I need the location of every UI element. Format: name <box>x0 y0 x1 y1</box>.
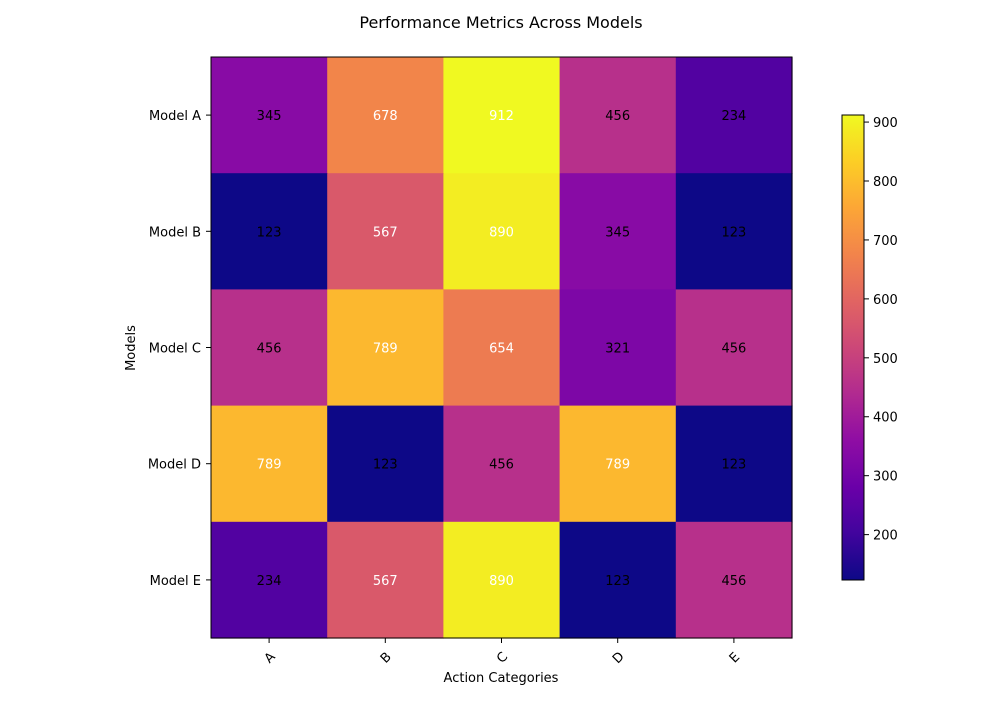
x-axis: A B C D E <box>262 638 743 667</box>
heatmap-cell <box>559 173 677 290</box>
cell-value-label: 912 <box>489 109 514 124</box>
heatmap-cell <box>327 521 444 639</box>
colorbar-tick-label: 500 <box>873 352 898 367</box>
colorbar-tick-label: 200 <box>873 529 898 544</box>
heatmap-cell <box>443 405 561 523</box>
y-axis-label: Models <box>124 325 139 371</box>
colorbar-tick-label: 700 <box>873 234 898 249</box>
heatmap-cell <box>443 521 561 639</box>
colorbar-tick-label: 600 <box>873 293 898 308</box>
heatmap-cell <box>675 57 793 174</box>
cell-value-label: 567 <box>373 225 398 240</box>
cell-value-label: 456 <box>721 574 746 589</box>
y-tick-label: Model E <box>150 574 201 589</box>
cell-value-label: 890 <box>489 574 514 589</box>
y-axis: Model A Model B Model C Model D Model E <box>148 109 211 589</box>
cell-value-label: 234 <box>721 109 746 124</box>
cell-value-label: 789 <box>257 458 282 473</box>
heatmap-cell <box>327 173 444 290</box>
cell-value-label: 678 <box>373 109 398 124</box>
heatmap-cell <box>675 173 793 290</box>
chart-title: Performance Metrics Across Models <box>359 13 642 32</box>
heatmap-cell <box>211 173 328 290</box>
heatmap-cell <box>559 405 677 523</box>
x-tick-label: D <box>610 649 628 667</box>
cell-value-label: 567 <box>373 574 398 589</box>
x-axis-label: Action Categories <box>444 671 559 686</box>
colorbar: 200 300 400 500 600 700 800 900 <box>841 114 898 581</box>
heatmap-cell <box>327 57 444 174</box>
x-tick-label: B <box>378 650 395 667</box>
cell-value-label: 123 <box>721 225 746 240</box>
heatmap-cell <box>559 289 677 407</box>
heatmap-cell <box>675 521 793 639</box>
heatmap-cell <box>211 405 328 523</box>
y-tick-label: Model C <box>149 342 201 357</box>
heatmap-cell <box>559 57 677 174</box>
cell-value-label: 123 <box>721 458 746 473</box>
cell-value-label: 345 <box>257 109 282 124</box>
colorbar-tick-label: 300 <box>873 470 898 485</box>
heatmap-cell <box>675 405 793 523</box>
heatmap-cell <box>211 289 328 407</box>
heatmap-cell <box>327 289 444 407</box>
cell-value-label: 789 <box>373 342 398 357</box>
heatmap-cell <box>327 405 444 523</box>
cell-value-label: 654 <box>489 342 514 357</box>
cell-value-label: 234 <box>257 574 282 589</box>
cell-value-label: 890 <box>489 225 514 240</box>
y-tick-label: Model A <box>149 109 201 124</box>
colorbar-gradient-bar <box>841 114 865 581</box>
colorbar-tick-label: 400 <box>873 411 898 426</box>
cell-value-label: 123 <box>257 225 282 240</box>
heatmap-cell <box>675 289 793 407</box>
x-tick-label: C <box>494 650 511 667</box>
heatmap-cell <box>443 289 561 407</box>
heatmap-cell <box>211 521 328 639</box>
colorbar-tick-label: 900 <box>873 116 898 131</box>
colorbar-tick-label: 800 <box>873 175 898 190</box>
x-tick-label: E <box>727 650 743 666</box>
cell-value-label: 456 <box>489 458 514 473</box>
heatmap-cell <box>443 173 561 290</box>
cell-value-label: 123 <box>605 574 630 589</box>
y-tick-label: Model D <box>148 458 201 473</box>
cell-value-label: 123 <box>373 458 398 473</box>
y-tick-label: Model B <box>149 225 201 240</box>
cell-value-label: 456 <box>721 342 746 357</box>
heatmap-cell <box>559 521 677 639</box>
cell-value-label: 321 <box>605 342 630 357</box>
x-tick-label: A <box>262 650 279 667</box>
plot-area: 345 678 912 456 234 123 567 890 345 123 456 789 654 3… <box>210 56 793 639</box>
cell-value-label: 456 <box>257 342 282 357</box>
heatmap-cell <box>443 57 561 174</box>
heatmap-cell <box>211 57 328 174</box>
cell-value-label: 456 <box>605 109 630 124</box>
cell-value-label: 345 <box>605 225 630 240</box>
cell-value-label: 789 <box>605 458 630 473</box>
